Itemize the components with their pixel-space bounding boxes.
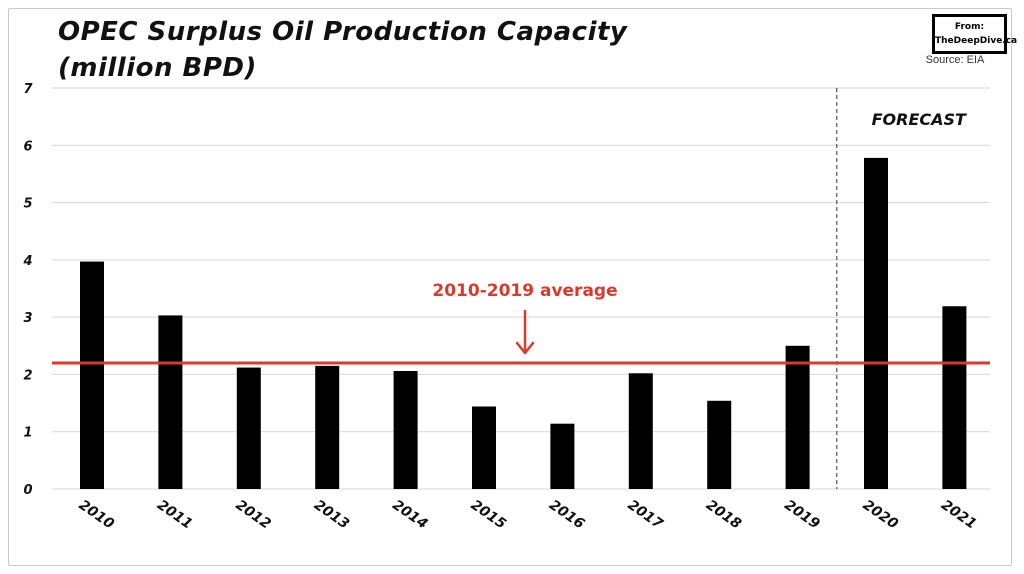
- bar-2010: [80, 261, 104, 489]
- chart-title: OPEC Surplus Oil Production Capacity (mi…: [58, 14, 627, 86]
- y-tick-label: 4: [22, 254, 32, 269]
- x-tick-label: 2016: [546, 497, 587, 533]
- average-label: 2010-2019 average: [432, 281, 617, 301]
- source-badge: From: TheDeepDive.ca: [932, 14, 1018, 54]
- bar-2012: [236, 367, 261, 489]
- x-tick-label: 2018: [703, 497, 744, 533]
- y-tick-label: 2: [23, 368, 32, 383]
- badge-site-label: TheDeepDive.ca: [935, 36, 1018, 46]
- x-tick-label: 2015: [468, 497, 509, 533]
- chart-title-line-1: OPEC Surplus Oil Production Capacity: [58, 17, 628, 47]
- x-tick-label: 2020: [860, 497, 901, 533]
- bar-2021: [942, 306, 967, 489]
- badge-from-label: From:: [954, 22, 985, 32]
- x-tick-label: 2014: [389, 497, 430, 532]
- y-tick-label: 0: [23, 483, 32, 498]
- chart-frame: [8, 8, 1012, 566]
- forecast-label: FORECAST: [872, 110, 967, 129]
- average-arrow-head: [515, 341, 535, 355]
- x-tick-label: 2013: [311, 497, 352, 532]
- x-tick-label: 2012: [233, 497, 274, 532]
- bar-2019: [785, 345, 810, 489]
- y-tick-label: 6: [23, 139, 32, 154]
- source-note: Source: EIA: [925, 54, 985, 66]
- y-tick-label: 1: [23, 426, 32, 441]
- x-tick-label: 2017: [625, 497, 666, 533]
- bar-2015: [472, 406, 496, 489]
- x-tick-label: 2021: [938, 497, 979, 532]
- x-tick-label: 2010: [76, 497, 117, 533]
- y-tick-label: 3: [23, 311, 32, 326]
- bar-2011: [158, 315, 183, 489]
- bar-2016: [550, 423, 575, 489]
- y-tick-label: 5: [23, 197, 32, 212]
- bar-2013: [315, 365, 340, 489]
- bar-2014: [393, 370, 418, 489]
- bar-2017: [628, 373, 653, 489]
- y-tick-label: 7: [23, 82, 33, 97]
- x-tick-label: 2011: [154, 497, 195, 532]
- bar-2018: [707, 400, 732, 489]
- x-tick-label: 2019: [781, 497, 822, 533]
- chart-title-line-2: (million BPD): [58, 53, 257, 83]
- bar-2020: [864, 157, 888, 490]
